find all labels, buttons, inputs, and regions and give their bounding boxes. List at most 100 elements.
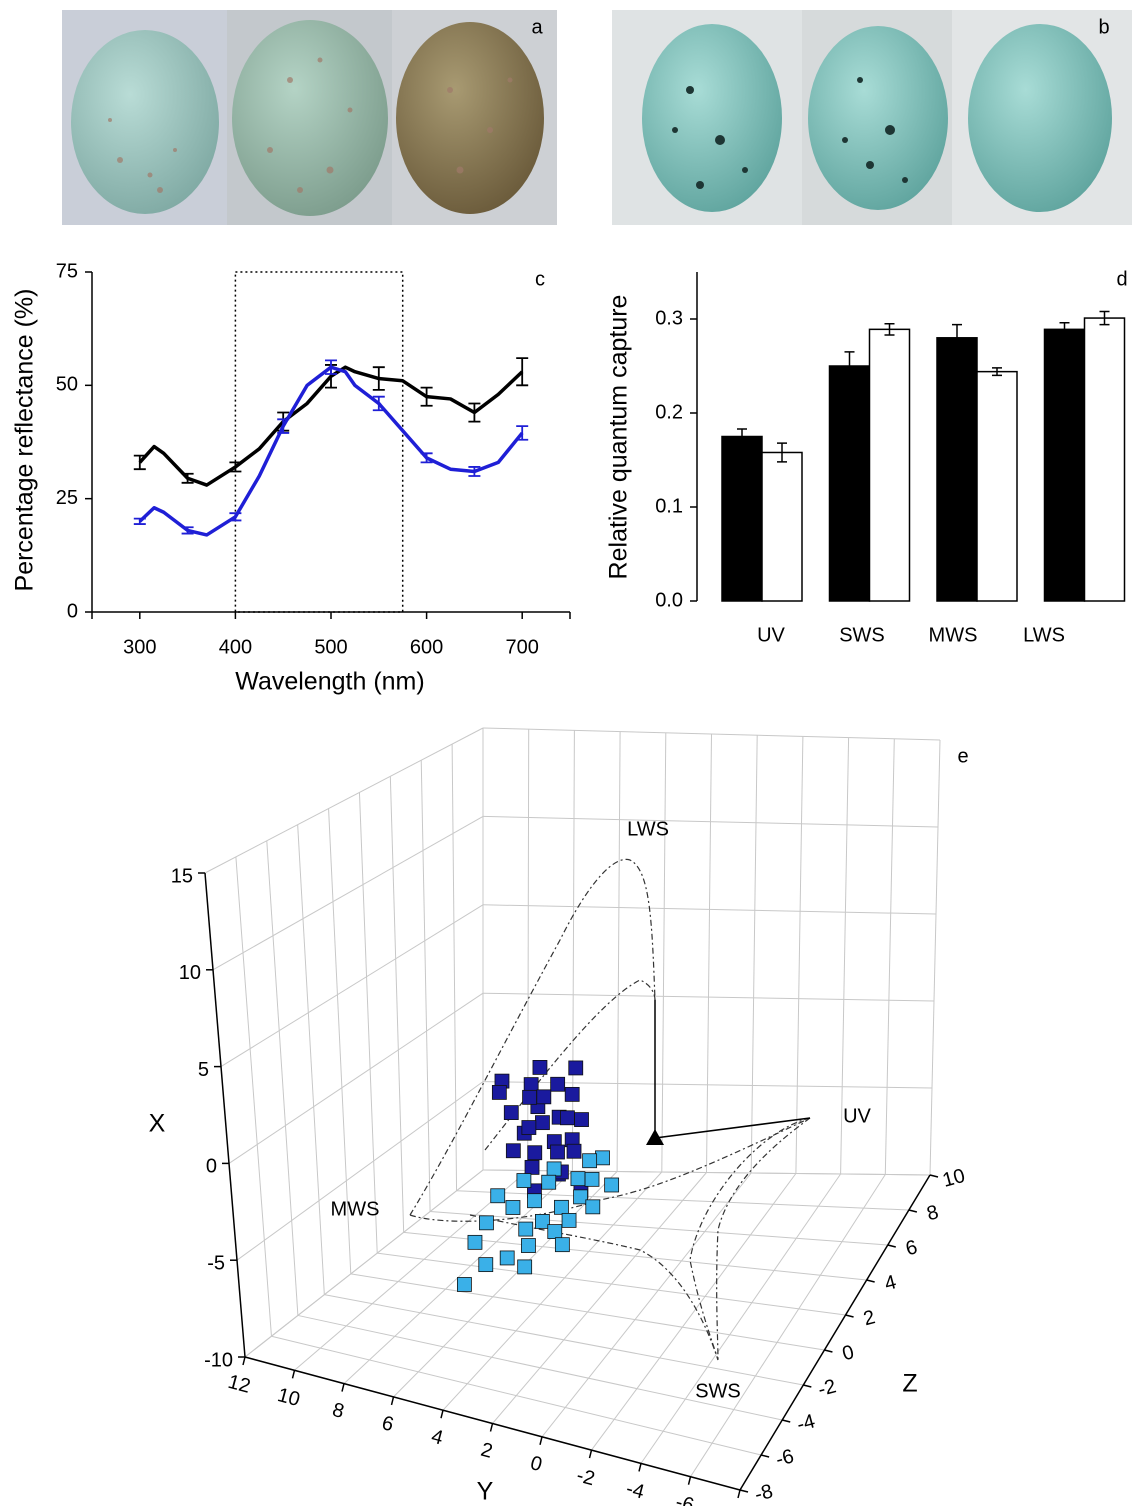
point — [527, 1145, 543, 1161]
grid-line — [297, 1314, 783, 1421]
y-tick — [291, 1370, 296, 1379]
point — [521, 1120, 537, 1135]
x-axis-title: Wavelength (nm) — [235, 668, 424, 696]
point — [517, 1259, 533, 1275]
point — [522, 1089, 537, 1105]
grid-line — [750, 735, 758, 1174]
x-tick-label: -5 — [207, 1252, 225, 1274]
z-tick — [908, 1209, 918, 1213]
error-bar — [133, 454, 146, 471]
point — [505, 1200, 521, 1215]
x-tick-label: SWS — [839, 624, 885, 646]
z-tick — [782, 1419, 791, 1423]
point — [568, 1060, 584, 1076]
error-bar — [277, 418, 290, 434]
x-tick-label: -10 — [204, 1349, 233, 1371]
panel-label: c — [535, 268, 545, 290]
bar — [761, 451, 803, 602]
grid-line — [795, 736, 804, 1174]
y-tick-label: 0.0 — [655, 589, 683, 611]
vertex-label: MWS — [331, 1198, 380, 1220]
point — [478, 1257, 494, 1273]
bar — [828, 365, 871, 602]
y-tick-label: 0.3 — [655, 307, 683, 329]
grid-line — [220, 904, 484, 1068]
point — [604, 1177, 620, 1193]
x-axis-title: X — [149, 1110, 166, 1138]
y-tick — [737, 1489, 741, 1499]
z-tick — [760, 1454, 770, 1458]
z-tick — [824, 1349, 833, 1353]
y-tick — [242, 1356, 246, 1366]
grid-line — [266, 840, 299, 1316]
y-axis-title: Y — [477, 1478, 494, 1506]
x-tick-label: 5 — [198, 1059, 209, 1081]
y-tick-label: 12 — [226, 1371, 253, 1398]
panel-label: b — [1098, 16, 1109, 38]
z-tick — [739, 1489, 749, 1493]
grid-line — [661, 732, 667, 1173]
y-tick — [341, 1383, 345, 1392]
bar — [976, 370, 1018, 602]
point — [550, 1076, 566, 1092]
grid-line — [884, 738, 895, 1175]
y-tick-label: 2 — [478, 1439, 494, 1463]
point — [574, 1112, 589, 1127]
error-bar — [420, 452, 433, 464]
error-bar — [952, 323, 962, 352]
grid-line — [236, 1081, 484, 1261]
z-tick — [887, 1244, 896, 1248]
point — [479, 1215, 494, 1231]
z-tick-label: -4 — [795, 1410, 818, 1436]
grid-line — [640, 1173, 842, 1464]
y-axis-title: Relative quantum capture — [605, 295, 633, 580]
z-tick-label: -6 — [773, 1445, 796, 1471]
z-tick-label: 10 — [940, 1165, 967, 1192]
point — [585, 1199, 601, 1215]
bar — [1083, 317, 1126, 602]
grid-line — [451, 744, 458, 1191]
error-bar — [468, 466, 481, 477]
line — [138, 365, 524, 537]
z-tick-label: 6 — [903, 1236, 919, 1260]
grid-line — [297, 824, 325, 1295]
bar — [868, 328, 911, 602]
error-bar — [133, 517, 146, 525]
error-bar — [777, 442, 787, 463]
point — [554, 1237, 570, 1253]
grid-line — [840, 737, 850, 1175]
y-tick-label: 0.1 — [655, 495, 683, 517]
point — [561, 1212, 577, 1228]
x-tick-label: 400 — [219, 636, 252, 658]
grid-line — [324, 1294, 804, 1386]
panel-label: d — [1116, 268, 1127, 290]
point — [503, 1105, 519, 1120]
error-bar — [516, 357, 529, 387]
y-tick-label: 4 — [429, 1425, 445, 1449]
y-tick — [390, 1396, 395, 1406]
grid-line — [571, 730, 575, 1172]
error-bar — [516, 425, 529, 441]
grid-line — [294, 1170, 529, 1371]
y-tick-label: 0 — [528, 1452, 544, 1476]
bar — [721, 435, 763, 602]
point — [467, 1234, 483, 1250]
point — [491, 1085, 507, 1100]
axis-line — [204, 872, 246, 1358]
point — [456, 1277, 472, 1292]
error-bar — [372, 395, 385, 412]
y-tick-label: 8 — [330, 1399, 346, 1423]
z-tick-label: 8 — [924, 1201, 940, 1225]
point — [499, 1250, 515, 1266]
point — [490, 1188, 506, 1204]
y-tick — [687, 1476, 692, 1485]
spectral-locus — [409, 858, 811, 1361]
grid-line — [690, 1174, 886, 1477]
point — [546, 1161, 562, 1177]
grid-line — [929, 739, 941, 1176]
point — [516, 1173, 532, 1188]
z-tick-label: 0 — [840, 1341, 856, 1365]
vertex-label: LWS — [627, 818, 669, 840]
y-tick-label: 75 — [56, 260, 78, 282]
